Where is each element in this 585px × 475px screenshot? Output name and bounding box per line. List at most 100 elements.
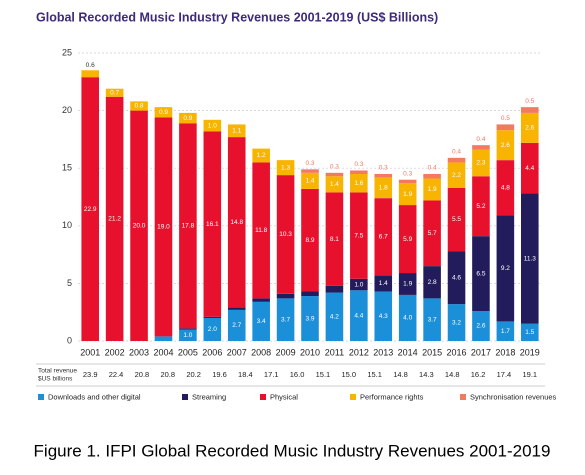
data-label: 0.5 — [525, 98, 534, 105]
x-tick-label: 2002 — [105, 347, 125, 357]
total-value: 14.3 — [419, 370, 434, 379]
data-label: 2.6 — [501, 142, 510, 149]
data-label: 11.3 — [524, 255, 537, 262]
legend-swatch — [182, 394, 188, 400]
x-tick-label: 2018 — [495, 347, 515, 357]
bar-segment — [301, 291, 319, 297]
data-label: 8.9 — [305, 237, 314, 244]
total-value: 15.1 — [316, 370, 331, 379]
bar-segment — [203, 119, 222, 132]
bar-segment — [301, 296, 319, 341]
bar-segment — [325, 285, 344, 293]
data-label: 4.8 — [501, 185, 510, 192]
data-label: 6.5 — [476, 270, 485, 277]
bar-segment — [374, 291, 393, 341]
bar-segment — [520, 323, 539, 341]
bar-segment — [374, 173, 393, 178]
bar-segment — [350, 192, 368, 279]
bar-segment — [203, 317, 222, 341]
bar-segment — [179, 329, 197, 341]
data-label: 4.4 — [354, 312, 363, 319]
data-label: 9.2 — [501, 265, 510, 272]
bar-segment — [350, 278, 368, 291]
data-label: 3.2 — [452, 319, 461, 326]
totals-label: $US billions — [38, 376, 73, 383]
bar-segment — [179, 123, 197, 329]
bar-segment — [325, 176, 344, 193]
data-label: 4.0 — [403, 315, 412, 322]
bar-segment — [398, 179, 417, 184]
bar-segment — [130, 101, 148, 111]
bar-segment — [472, 311, 490, 341]
bar-segment — [227, 307, 246, 310]
x-tick-label: 2019 — [520, 347, 540, 357]
data-label: 0.3 — [403, 170, 412, 177]
bar-segment — [374, 177, 393, 199]
data-label: 0.7 — [110, 89, 119, 96]
bar-segment — [496, 124, 515, 131]
bar-segment — [350, 173, 368, 193]
bar-segment — [447, 157, 466, 163]
bar-segment — [276, 293, 295, 299]
bar-segment — [374, 275, 393, 292]
data-label: 2.2 — [452, 172, 461, 179]
total-value: 16.2 — [471, 370, 486, 379]
y-tick-label: 0 — [67, 335, 72, 345]
bar-segment — [276, 160, 295, 176]
total-value: 17.4 — [497, 370, 512, 379]
legend-swatch — [350, 394, 356, 400]
total-value: 14.8 — [393, 370, 408, 379]
bar-segment — [81, 70, 100, 78]
x-tick-label: 2009 — [276, 347, 296, 357]
data-label: 2.8 — [428, 279, 437, 286]
data-label: 16.1 — [206, 221, 219, 228]
x-tick-label: 2011 — [325, 347, 344, 357]
legend-swatch — [38, 394, 44, 400]
total-value: 15.0 — [341, 370, 356, 379]
data-label: 1.0 — [208, 122, 217, 129]
y-tick-label: 10 — [62, 220, 72, 230]
x-tick-label: 2010 — [300, 347, 320, 357]
bar-segment — [203, 316, 222, 318]
data-label: 17.8 — [182, 223, 195, 230]
data-label: 4.6 — [452, 274, 461, 281]
bar-segment — [105, 88, 124, 97]
bar-segment — [130, 110, 148, 341]
bar-segment — [301, 169, 319, 173]
data-label: 6.7 — [379, 233, 388, 240]
data-label: 1.9 — [403, 281, 412, 288]
bar-segment — [350, 170, 368, 174]
total-value: 14.8 — [445, 370, 460, 379]
bar-segment — [179, 328, 197, 330]
data-label: 1.4 — [330, 181, 339, 188]
bar-segment — [447, 304, 466, 341]
x-tick-label: 2005 — [178, 347, 198, 357]
bar-segment — [252, 162, 270, 299]
bar-segment — [447, 187, 466, 252]
total-value: 20.8 — [135, 370, 150, 379]
bar-segment — [496, 321, 515, 341]
total-value: 23.9 — [83, 370, 98, 379]
data-label: 2.3 — [476, 160, 485, 167]
data-label: 1.3 — [281, 164, 290, 171]
bar-segment — [472, 149, 490, 177]
data-label: 4.4 — [525, 165, 534, 172]
data-label: 5.2 — [476, 203, 485, 210]
x-tick-label: 2003 — [129, 347, 149, 357]
total-value: 17.1 — [264, 370, 279, 379]
y-tick-label: 5 — [67, 278, 72, 288]
legend-label: Physical — [270, 392, 298, 401]
x-tick-label: 2015 — [422, 347, 442, 357]
data-label: 0.4 — [428, 165, 437, 172]
data-label: 14.8 — [230, 219, 243, 226]
bar-segment — [520, 107, 539, 113]
bar-segment — [252, 301, 270, 341]
chart-title: Global Recorded Music Industry Revenues … — [36, 10, 438, 24]
data-label: 4.3 — [379, 313, 388, 320]
caption: Figure 1. IFPI Global Recorded Music Ind… — [34, 441, 551, 460]
x-tick-label: 2006 — [202, 347, 222, 357]
bar-segment — [398, 294, 417, 341]
data-label: 3.7 — [428, 316, 437, 323]
bar-segment — [276, 175, 295, 294]
